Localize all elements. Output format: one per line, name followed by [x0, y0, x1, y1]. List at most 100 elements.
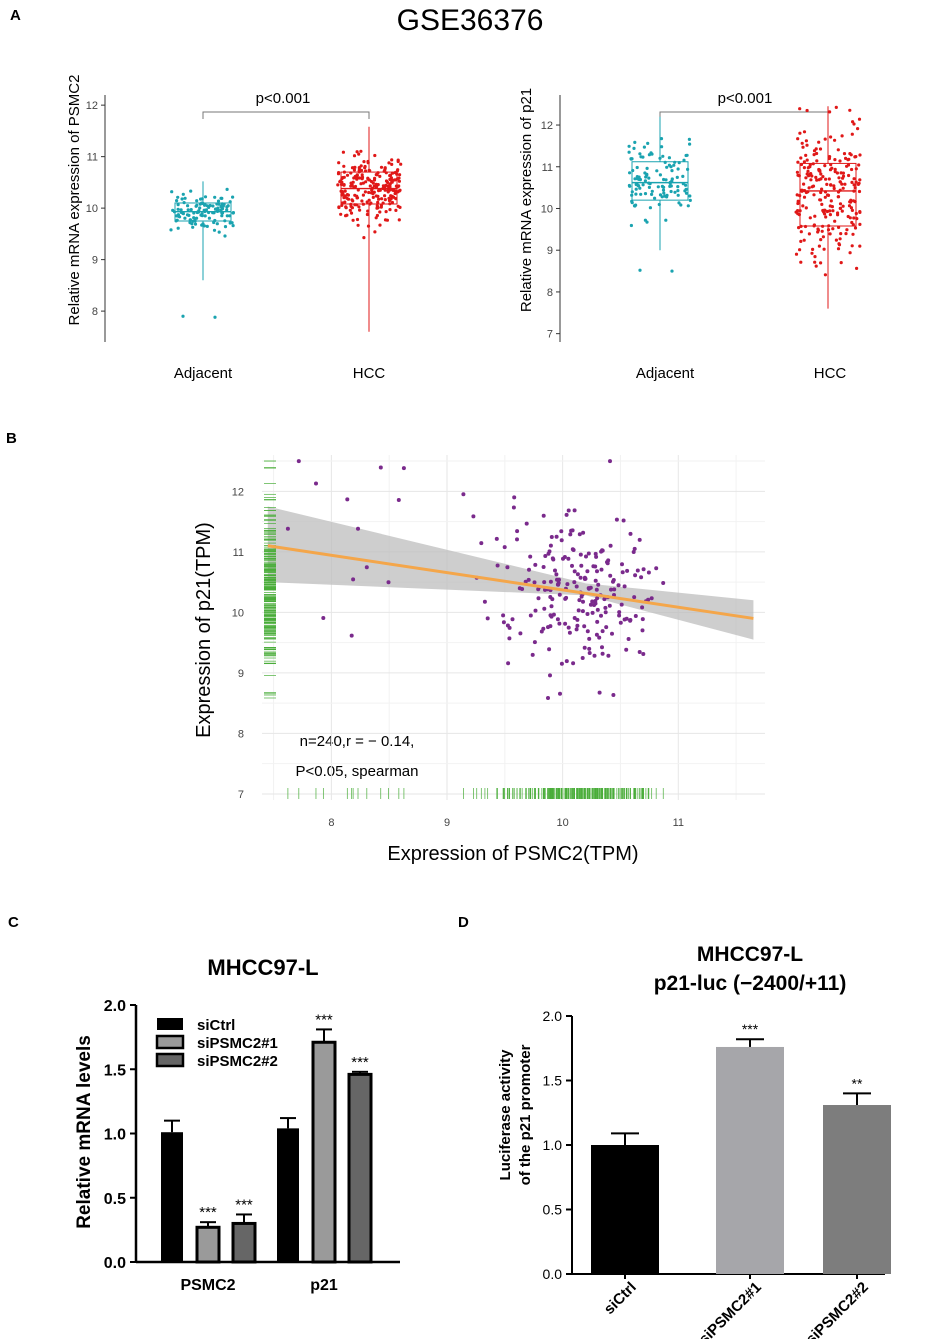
- data-point: [832, 184, 836, 188]
- data-point: [361, 193, 365, 197]
- data-point: [383, 188, 387, 192]
- data-point: [586, 551, 591, 556]
- data-point: [849, 198, 853, 202]
- data-point: [851, 232, 855, 236]
- a1-pvalue: p<0.001: [256, 90, 311, 107]
- data-point: [643, 171, 647, 175]
- y-tick-label: 10: [232, 607, 244, 619]
- data-point: [367, 168, 371, 172]
- data-point: [515, 537, 519, 542]
- data-point: [568, 532, 573, 537]
- data-point: [587, 636, 592, 641]
- data-point: [594, 632, 599, 637]
- data-point: [590, 610, 595, 615]
- data-point: [801, 204, 805, 208]
- data-point: [632, 546, 637, 551]
- data-point: [664, 218, 668, 222]
- data-point: [648, 206, 653, 210]
- data-point: [575, 572, 580, 577]
- data-point: [622, 584, 627, 589]
- data-point: [829, 135, 833, 139]
- data-point: [639, 575, 644, 580]
- data-point: [566, 556, 571, 561]
- a2-category-hcc: HCC: [814, 365, 847, 382]
- data-point: [376, 171, 380, 175]
- data-point: [215, 222, 219, 226]
- data-point: [185, 213, 190, 217]
- data-point: [828, 110, 832, 114]
- data-point: [373, 153, 377, 158]
- data-point: [505, 623, 510, 628]
- data-point: [595, 607, 600, 612]
- data-point: [582, 624, 587, 629]
- bar: [823, 1105, 891, 1274]
- y-tick-label: 11: [87, 152, 98, 164]
- data-point: [383, 167, 387, 171]
- y-tick-label: 0.5: [543, 1202, 563, 1218]
- data-point: [345, 196, 349, 200]
- data-point: [599, 549, 604, 554]
- data-point: [181, 212, 185, 216]
- data-point: [399, 162, 403, 166]
- data-point: [199, 197, 203, 201]
- a2-ylabel: Relative mRNA expression of p21: [518, 88, 535, 312]
- data-point: [225, 208, 229, 212]
- data-point: [378, 223, 382, 227]
- data-point: [670, 177, 674, 181]
- data-point: [600, 629, 605, 634]
- data-point: [853, 155, 857, 159]
- data-point: [364, 565, 369, 570]
- data-point: [832, 186, 836, 191]
- data-point: [656, 185, 660, 189]
- data-point: [606, 653, 611, 658]
- y-tick-label: 10: [86, 203, 98, 215]
- data-point: [833, 158, 837, 162]
- data-point: [355, 173, 359, 177]
- data-point: [821, 175, 825, 179]
- data-point: [815, 178, 819, 182]
- data-point: [632, 595, 637, 600]
- data-point: [814, 264, 818, 268]
- data-point: [838, 159, 842, 163]
- data-point: [817, 140, 821, 144]
- data-point: [390, 200, 394, 205]
- data-point: [176, 226, 180, 230]
- data-point: [296, 459, 301, 464]
- data-point: [675, 175, 679, 179]
- data-point: [814, 175, 818, 179]
- data-point: [211, 204, 215, 208]
- data-point: [181, 192, 185, 196]
- data-point: [558, 691, 562, 696]
- data-point: [628, 184, 632, 188]
- data-point: [848, 251, 852, 255]
- data-point: [646, 570, 651, 575]
- data-point: [611, 693, 616, 697]
- data-point: [549, 535, 554, 539]
- y-tick-label: 1.0: [104, 1127, 126, 1144]
- data-point: [572, 580, 577, 585]
- data-point: [824, 177, 828, 181]
- data-point: [850, 208, 855, 212]
- data-point: [796, 199, 800, 203]
- data-point: [367, 190, 371, 195]
- data-point: [634, 192, 638, 196]
- data-point: [189, 189, 193, 193]
- data-point: [183, 216, 187, 220]
- data-point: [532, 580, 537, 585]
- data-point: [829, 183, 833, 187]
- data-point: [570, 563, 574, 568]
- data-point: [662, 177, 666, 182]
- data-point: [223, 234, 227, 238]
- panel-label-c: C: [8, 914, 19, 931]
- data-point: [825, 182, 829, 186]
- data-point: [816, 227, 820, 231]
- data-point: [646, 141, 650, 145]
- data-point: [571, 661, 576, 666]
- data-point: [575, 623, 580, 628]
- data-point: [591, 564, 596, 569]
- data-point: [386, 184, 390, 188]
- box: [631, 161, 689, 201]
- data-point: [852, 177, 856, 181]
- data-point: [228, 214, 232, 218]
- data-point: [603, 610, 608, 615]
